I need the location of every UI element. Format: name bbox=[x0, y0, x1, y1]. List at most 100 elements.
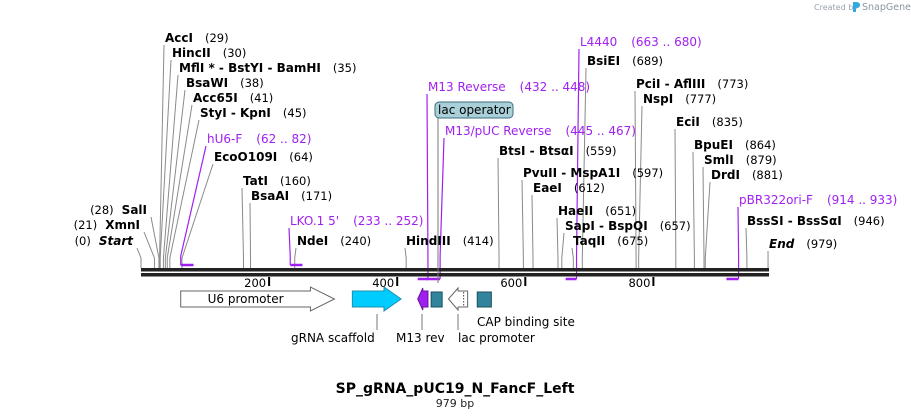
enzyme-leader-line bbox=[166, 104, 193, 268]
enzyme-leader-line bbox=[556, 217, 559, 268]
enzyme-leader-line bbox=[136, 247, 142, 268]
enzyme-name: EaeI bbox=[533, 181, 562, 195]
enzyme-leader-line bbox=[164, 89, 186, 268]
enzyme-site[interactable]: End (979) bbox=[769, 237, 837, 251]
enzyme-position: (864) bbox=[745, 138, 776, 152]
primer-name: pBR322ori-F bbox=[739, 193, 813, 207]
primer-annotation[interactable]: L4440 (663 .. 680) bbox=[565, 35, 702, 281]
enzyme-site[interactable]: TatI (160) bbox=[243, 174, 311, 188]
feature-arrow bbox=[351, 286, 402, 312]
map-length: 979 bp bbox=[436, 397, 474, 410]
feature-callout: CAP binding site bbox=[477, 315, 575, 329]
enzyme-position: (651) bbox=[605, 204, 636, 218]
feature-box bbox=[476, 291, 492, 308]
enzyme-name: BsaAI bbox=[251, 189, 289, 203]
enzyme-position: (240) bbox=[340, 234, 371, 248]
primer-annotation[interactable]: LKO.1 5' (233 .. 252) bbox=[288, 214, 424, 267]
feature-m13-rev[interactable] bbox=[417, 287, 429, 311]
primer-range: (663 .. 680) bbox=[631, 35, 701, 49]
feature-callout: M13 rev bbox=[396, 314, 445, 345]
lac-operator-badge bbox=[434, 101, 514, 119]
enzyme-name: MflI * - BstYI - BamHI bbox=[179, 61, 321, 75]
enzyme-leader-line bbox=[634, 90, 637, 268]
enzyme-position: (0) bbox=[75, 234, 91, 248]
enzyme-name: SalI bbox=[122, 203, 147, 217]
feature-arrow bbox=[180, 286, 336, 312]
enzyme-site[interactable]: TaqII (675) bbox=[573, 234, 648, 248]
enzyme-position: (777) bbox=[685, 92, 716, 106]
enzyme-leader-line bbox=[674, 128, 677, 268]
enzyme-name: BssSI - BssSαI bbox=[747, 214, 842, 228]
enzyme-name: HaeII bbox=[558, 204, 593, 218]
enzyme-position: (41) bbox=[250, 91, 274, 105]
enzyme-site[interactable]: PvuII - MspA1I (597) bbox=[523, 166, 663, 180]
enzyme-site[interactable]: NspI (777) bbox=[643, 92, 716, 106]
primer-annotation[interactable]: pBR322ori-F (914 .. 933) bbox=[726, 193, 897, 281]
enzyme-site[interactable]: BpuEI (864) bbox=[694, 138, 776, 152]
feature-u6-promoter[interactable]: U6 promoter bbox=[180, 286, 336, 312]
feature-grna-scaffold[interactable] bbox=[351, 286, 402, 312]
enzyme-position: (881) bbox=[752, 168, 783, 182]
enzyme-name: PvuII - MspA1I bbox=[523, 166, 620, 180]
enzyme-position: (559) bbox=[586, 144, 617, 158]
enzyme-name: BpuEI bbox=[694, 138, 733, 152]
enzyme-site[interactable]: DrdI (881) bbox=[711, 168, 783, 182]
feature-callout-label: gRNA scaffold bbox=[291, 331, 375, 345]
enzyme-leader-line bbox=[531, 194, 534, 268]
ruler-ticks: 200 400 600 800 bbox=[244, 276, 655, 290]
enzyme-name: SapI - BspQI bbox=[565, 219, 648, 233]
snapgene-logo-icon bbox=[853, 2, 856, 12]
enzyme-name: AccI bbox=[165, 31, 193, 45]
enzyme-site[interactable]: HaeII (651) bbox=[558, 204, 636, 218]
primer-range: (62 .. 82) bbox=[256, 132, 311, 146]
feature-track: U6 promoter bbox=[180, 286, 492, 312]
primer-annotation[interactable]: hU6-F (62 .. 82) bbox=[180, 132, 312, 267]
enzyme-site[interactable]: BssSI - BssSαI (946) bbox=[747, 214, 885, 228]
feature-arrow bbox=[417, 287, 429, 311]
enzyme-site[interactable]: EaeI (612) bbox=[533, 181, 605, 195]
enzyme-position: (21) bbox=[74, 218, 98, 232]
feature-lac-operator[interactable] bbox=[430, 291, 443, 308]
enzyme-site[interactable]: Start (0) bbox=[75, 234, 135, 248]
enzyme-position: (879) bbox=[746, 153, 777, 167]
enzyme-site[interactable]: AccI (29) bbox=[165, 31, 229, 45]
primer-annotation[interactable]: M13/pUC Reverse (445 .. 467) bbox=[426, 124, 636, 281]
enzyme-site[interactable]: EcoO109I (64) bbox=[214, 150, 313, 164]
enzyme-site[interactable]: MflI * - BstYI - BamHI (35) bbox=[179, 61, 356, 75]
enzyme-site[interactable]: XmnI (21) bbox=[74, 218, 140, 232]
enzyme-site[interactable]: SmlI (879) bbox=[704, 153, 777, 167]
enzyme-site[interactable]: BsaWI (38) bbox=[186, 76, 264, 90]
enzyme-leader-line bbox=[404, 247, 407, 268]
enzyme-site[interactable]: BsaAI (171) bbox=[251, 189, 332, 203]
enzyme-name: BsaWI bbox=[186, 76, 228, 90]
enzyme-site[interactable]: SapI - BspQI (657) bbox=[565, 219, 691, 233]
map-title-block: SP_gRNA_pUC19_N_FancF_Left 979 bp bbox=[336, 381, 575, 410]
snapgene-logo-icon-bulb bbox=[856, 2, 860, 8]
enzyme-site[interactable]: SalI (28) bbox=[90, 203, 147, 217]
enzyme-site[interactable]: PciI - AflIII (773) bbox=[636, 77, 748, 91]
feature-lac-promoter[interactable] bbox=[447, 286, 469, 312]
enzyme-site[interactable]: Acc65I (41) bbox=[193, 91, 273, 105]
enzyme-leader-lines bbox=[136, 44, 769, 268]
enzyme-leader-line bbox=[561, 232, 565, 268]
enzyme-name: NdeI bbox=[297, 234, 328, 248]
enzyme-site[interactable]: HindIII (414) bbox=[406, 234, 494, 248]
enzyme-site[interactable]: HincII (30) bbox=[172, 46, 246, 60]
enzyme-site[interactable]: StyI - KpnI (45) bbox=[200, 106, 307, 120]
feature-callout: lac promoter bbox=[457, 314, 535, 345]
lac-operator-callout[interactable]: lac operator bbox=[434, 101, 514, 283]
enzyme-site[interactable]: BsiEI (689) bbox=[587, 54, 663, 68]
enzyme-position: (38) bbox=[240, 76, 264, 90]
enzyme-site[interactable]: NdeI (240) bbox=[297, 234, 371, 248]
enzyme-site[interactable]: EciI (835) bbox=[676, 115, 743, 129]
enzyme-leader-line bbox=[521, 179, 524, 268]
snapgene-watermark: Created by SnapGene bbox=[814, 2, 911, 13]
feature-callout-label: M13 rev bbox=[396, 331, 445, 345]
primer-range: (445 .. 467) bbox=[566, 124, 636, 138]
enzyme-leader-line bbox=[162, 74, 179, 268]
tick-label: 600 bbox=[500, 276, 522, 290]
enzyme-leader-line bbox=[571, 247, 574, 268]
enzyme-position: (64) bbox=[289, 150, 313, 164]
enzyme-site[interactable]: BtsI - BtsαI (559) bbox=[499, 144, 617, 158]
feature-cap-binding-site[interactable] bbox=[476, 291, 492, 308]
